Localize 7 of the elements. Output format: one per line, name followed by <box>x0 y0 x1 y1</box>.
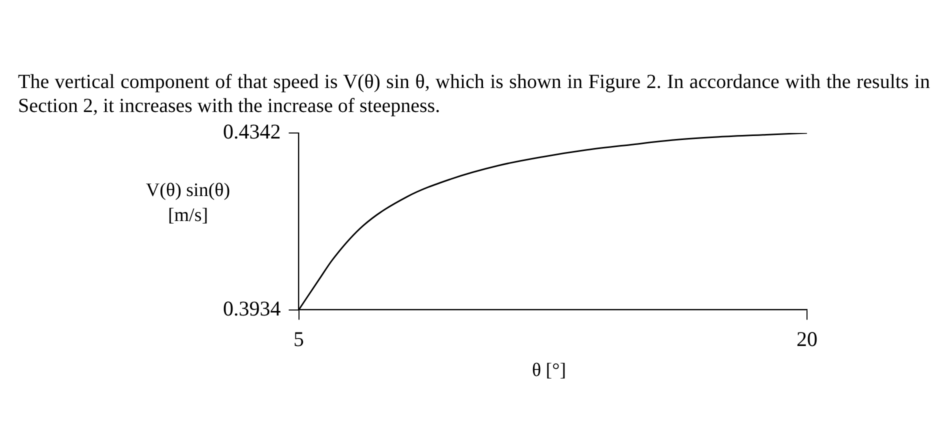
y-tick-label: 0.4342 <box>223 120 281 144</box>
text: The vertical component of that speed is V(θ) sin θ, which is shown in Figure 2. In accordance with the results in Section 2, it increases with the increase of steepness. <box>18 70 930 118</box>
y-axis-title: V(θ) sin(θ) [m/s] <box>144 179 232 228</box>
x-tick-label: 5 <box>294 326 304 351</box>
y-tick-label: 0.3934 <box>223 296 282 320</box>
x-tick-label: 20 <box>796 326 818 351</box>
x-axis-title: θ [°] <box>530 360 568 382</box>
